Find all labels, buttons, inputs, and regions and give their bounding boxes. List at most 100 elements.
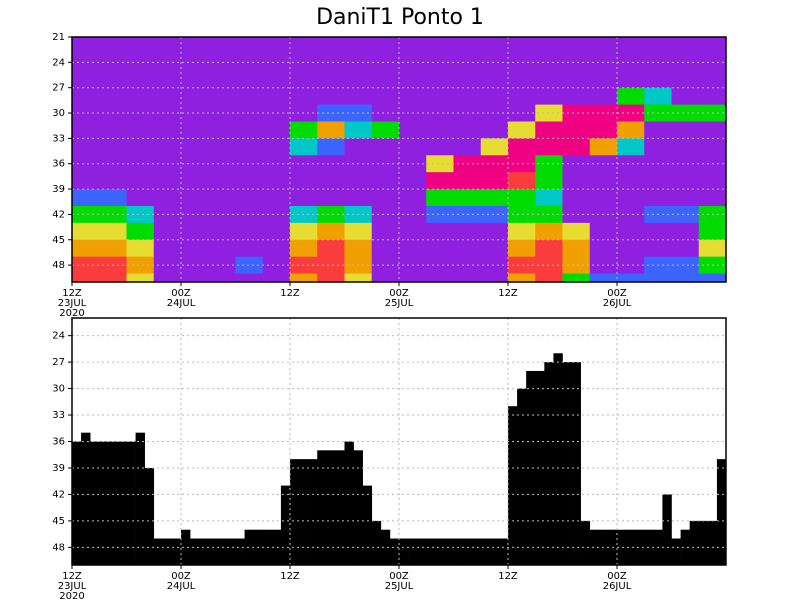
heat-cell — [562, 155, 591, 173]
bar — [635, 529, 645, 565]
heat-cell — [508, 37, 536, 55]
x-tick-label: 00Z — [389, 288, 409, 299]
heat-cell — [480, 104, 509, 122]
heat-cell — [698, 222, 726, 241]
heat-cell — [589, 172, 618, 190]
heat-cell — [208, 239, 236, 258]
heat-cell — [235, 121, 264, 139]
heat-cell — [181, 121, 209, 139]
heat-cell — [562, 256, 591, 275]
heat-cell — [235, 222, 264, 241]
y-tick-label: 42 — [52, 489, 65, 500]
heat-cell — [617, 37, 645, 55]
heat-cell — [99, 138, 127, 156]
heat-cell — [617, 222, 645, 241]
y-tick-label: 21 — [52, 32, 65, 43]
y-tick-label: 30 — [52, 384, 65, 395]
heat-cell — [671, 189, 700, 207]
heat-cell — [371, 222, 400, 241]
bar — [571, 362, 581, 565]
heat-cell — [317, 205, 345, 224]
heat-cell — [235, 53, 264, 72]
y-tick-label: 24 — [52, 331, 65, 342]
heat-cell — [181, 222, 209, 241]
heat-cell — [153, 87, 182, 106]
x-tick-label: 00Z — [607, 571, 627, 582]
heat-cell — [99, 273, 127, 282]
x-tick-label: 12Z — [62, 288, 82, 299]
heat-cell — [126, 256, 155, 275]
heat-cell — [99, 222, 127, 241]
heat-cell — [290, 138, 318, 156]
heat-cell — [235, 273, 264, 282]
bar — [162, 538, 173, 565]
heat-cell — [535, 37, 563, 55]
heat-cell — [262, 256, 291, 275]
heat-cell — [535, 189, 563, 207]
bar — [399, 538, 409, 565]
bar — [544, 362, 554, 565]
heat-cell — [535, 239, 563, 258]
x-date-label: 26JUL — [603, 298, 632, 309]
heat-cell — [671, 256, 700, 275]
heat-cell — [290, 37, 318, 55]
heat-cell — [426, 205, 454, 224]
heat-cell — [208, 37, 236, 55]
heat-cell — [262, 222, 291, 241]
heat-cell — [181, 189, 209, 207]
bar — [117, 441, 127, 565]
heat-cell — [153, 222, 182, 241]
heat-cell — [371, 121, 400, 139]
heat-cell — [644, 222, 672, 241]
heat-cell — [262, 172, 291, 190]
bar — [299, 459, 309, 565]
bar — [526, 370, 536, 565]
x-tick-label: 12Z — [62, 571, 82, 582]
y-tick-label: 27 — [52, 357, 65, 368]
heat-cell — [698, 189, 726, 207]
heat-cell — [371, 239, 400, 258]
heat-cell — [72, 155, 100, 173]
x-year-label: 2020 — [59, 591, 84, 600]
heat-cell — [671, 87, 700, 106]
heat-cell — [562, 138, 591, 156]
plot-frame — [71, 36, 727, 283]
heat-cell — [644, 172, 672, 190]
heat-cell — [126, 138, 155, 156]
heat-cell — [181, 87, 209, 106]
heat-cell — [72, 239, 100, 258]
heat-cell — [589, 239, 618, 258]
y-tick-label: 30 — [52, 108, 65, 119]
x-tick-label: 00Z — [607, 288, 627, 299]
heat-cell — [290, 121, 318, 139]
heat-cell — [562, 239, 591, 258]
heat-cell — [535, 222, 563, 241]
heat-cell — [181, 104, 209, 122]
heat-cell — [399, 87, 427, 106]
heat-cell — [617, 70, 645, 89]
bar — [689, 520, 700, 565]
heat-cell — [453, 70, 482, 89]
heat-cell — [426, 121, 454, 139]
heat-cell — [589, 273, 618, 282]
heat-cell — [453, 121, 482, 139]
heat-cell — [453, 189, 482, 207]
heat-cell — [344, 172, 373, 190]
heat-cell — [181, 205, 209, 224]
heat-cell — [126, 87, 155, 106]
bar — [153, 538, 164, 565]
heat-cell — [671, 273, 700, 282]
y-tick-label: 33 — [52, 133, 65, 144]
heat-cell — [153, 37, 182, 55]
heat-cell — [99, 239, 127, 258]
bar — [99, 441, 109, 565]
heat-cell — [453, 138, 482, 156]
heat-cell — [262, 273, 291, 282]
bar — [317, 450, 327, 565]
heat-cell — [562, 273, 591, 282]
heat-cell — [344, 239, 373, 258]
heat-cell — [508, 70, 536, 89]
heat-cell — [698, 239, 726, 258]
heat-cell — [480, 222, 509, 241]
